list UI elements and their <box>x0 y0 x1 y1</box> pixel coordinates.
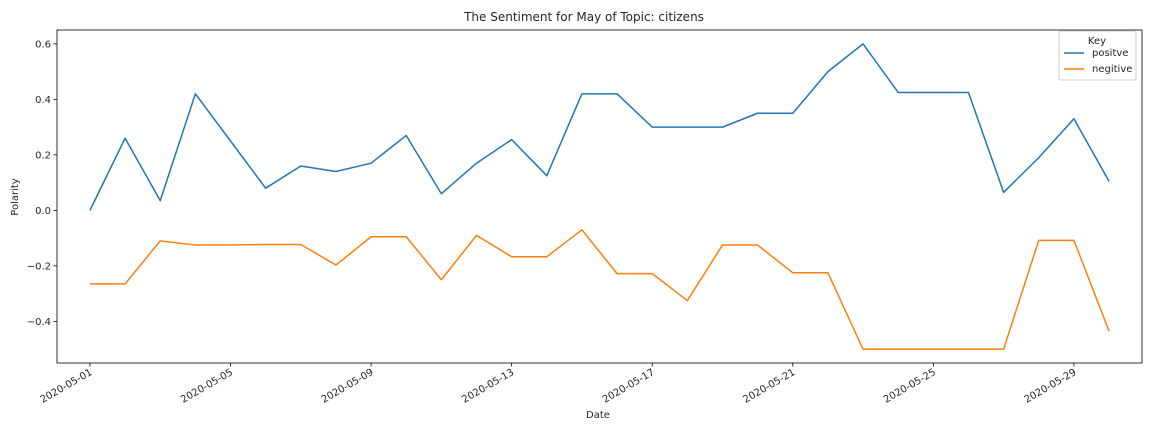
series-line-positve <box>89 43 1110 211</box>
x-tick-label: 2020-05-09 <box>320 367 376 406</box>
y-tick-label: −0.4 <box>27 317 51 328</box>
y-axis: −0.4 −0.2 0.0 0.2 0.4 0.6 <box>27 39 57 328</box>
y-tick-label: 0.4 <box>35 95 51 106</box>
chart-title: The Sentiment for May of Topic: citizens <box>463 10 704 24</box>
y-tick-label: 0.0 <box>35 206 51 217</box>
x-tick-label: 2020-05-29 <box>1023 367 1079 406</box>
legend-title: Key <box>1088 36 1106 47</box>
legend-label: positve <box>1092 48 1128 59</box>
y-tick-label: 0.2 <box>35 150 51 161</box>
legend: Key positve negitive <box>1058 30 1137 81</box>
x-tick-label: 2020-05-13 <box>460 367 516 406</box>
x-axis: 2020-05-01 2020-05-05 2020-05-09 2020-05-13… <box>39 363 1079 406</box>
series-layer <box>89 43 1110 350</box>
legend-box <box>1058 30 1137 81</box>
x-tick-label: 2020-05-05 <box>179 367 235 406</box>
y-tick-label: −0.2 <box>27 261 51 272</box>
y-axis-label: Polarity <box>10 178 21 216</box>
x-tick-label: 2020-05-01 <box>39 367 95 406</box>
plot-frame <box>56 29 1143 364</box>
y-tick-label: 0.6 <box>35 39 51 50</box>
x-tick-label: 2020-05-17 <box>601 367 657 406</box>
x-tick-label: 2020-05-21 <box>741 367 797 406</box>
x-axis-label: Date <box>586 410 610 421</box>
series-line-negitive <box>89 229 1110 350</box>
legend-label: negitive <box>1092 64 1132 75</box>
plot-area <box>56 29 1143 364</box>
x-tick-label: 2020-05-25 <box>882 367 938 406</box>
